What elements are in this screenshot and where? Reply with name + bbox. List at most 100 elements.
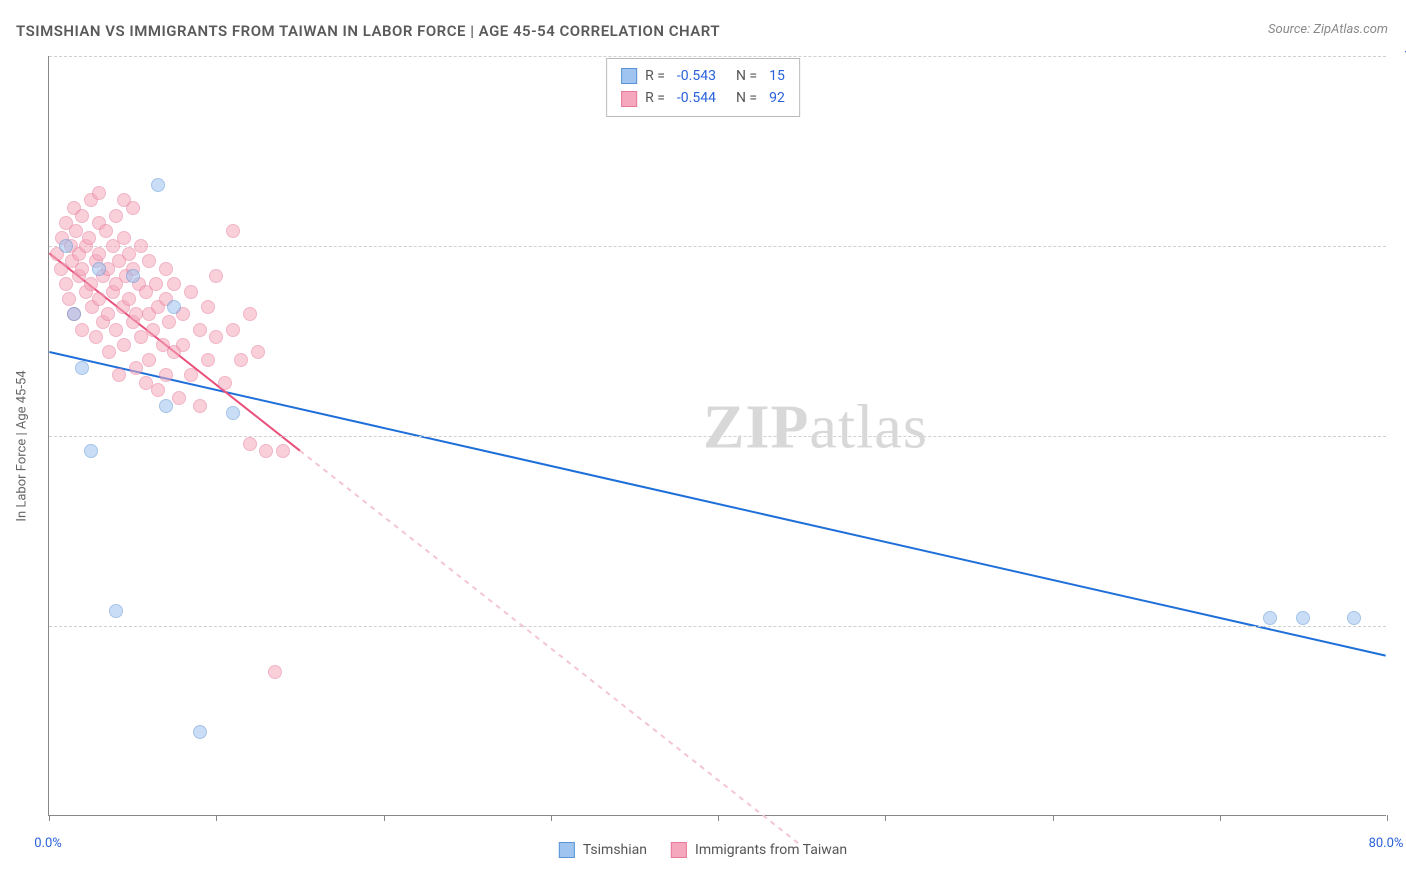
x-tick — [885, 815, 886, 821]
gridline-h — [49, 56, 1386, 57]
stats-row-series-1: R = -0.544 N = 92 — [621, 87, 785, 109]
data-point — [122, 292, 136, 306]
swatch-legend-0 — [559, 842, 575, 858]
data-point — [167, 277, 181, 291]
x-tick — [1220, 815, 1221, 821]
data-point — [109, 209, 123, 223]
legend-label-1: Immigrants from Taiwan — [695, 842, 847, 858]
n-label: N = — [736, 65, 757, 87]
legend-item-1: Immigrants from Taiwan — [671, 842, 847, 858]
data-point — [146, 323, 160, 337]
data-point — [129, 307, 143, 321]
data-point — [184, 285, 198, 299]
data-point — [243, 437, 257, 451]
data-point — [99, 224, 113, 238]
data-point — [226, 406, 240, 420]
data-point — [67, 307, 81, 321]
swatch-legend-1 — [671, 842, 687, 858]
trend-line-solid — [49, 352, 1385, 656]
n-label: N = — [736, 87, 757, 109]
y-tick-label: 87.5% — [1396, 239, 1406, 254]
data-point — [193, 323, 207, 337]
stats-row-series-0: R = -0.543 N = 15 — [621, 65, 785, 87]
y-tick-label: 62.5% — [1396, 619, 1406, 634]
legend-item-0: Tsimshian — [559, 842, 647, 858]
data-point — [62, 292, 76, 306]
data-point — [142, 254, 156, 268]
bottom-legend: Tsimshian Immigrants from Taiwan — [559, 842, 847, 858]
data-point — [134, 239, 148, 253]
data-point — [201, 300, 215, 314]
data-point — [89, 330, 103, 344]
data-point — [1263, 611, 1277, 625]
data-point — [193, 399, 207, 413]
data-point — [92, 292, 106, 306]
data-point — [75, 361, 89, 375]
source-attribution: Source: ZipAtlas.com — [1268, 22, 1388, 37]
data-point — [276, 444, 290, 458]
trend-line-dashed — [300, 451, 801, 846]
correlation-stats-box: R = -0.543 N = 15 R = -0.544 N = 92 — [606, 58, 800, 117]
x-tick — [551, 815, 552, 821]
data-point — [226, 224, 240, 238]
swatch-series-0 — [621, 68, 637, 84]
data-point — [226, 323, 240, 337]
data-point — [69, 224, 83, 238]
gridline-h — [49, 626, 1386, 627]
data-point — [1347, 611, 1361, 625]
r-label: R = — [645, 65, 665, 87]
data-point — [218, 376, 232, 390]
y-tick-label: 75.0% — [1396, 429, 1406, 444]
data-point — [251, 345, 265, 359]
data-point — [92, 262, 106, 276]
data-point — [162, 315, 176, 329]
x-tick-label-right: 80.0% — [1369, 836, 1404, 851]
data-point — [193, 725, 207, 739]
data-point — [102, 345, 116, 359]
x-tick — [718, 815, 719, 821]
data-point — [126, 269, 140, 283]
data-point — [112, 368, 126, 382]
data-point — [151, 383, 165, 397]
data-point — [243, 307, 257, 321]
data-point — [1296, 611, 1310, 625]
data-point — [92, 186, 106, 200]
data-point — [109, 604, 123, 618]
data-point — [167, 300, 181, 314]
chart-title: TSIMSHIAN VS IMMIGRANTS FROM TAIWAN IN L… — [16, 22, 720, 40]
swatch-series-1 — [621, 91, 637, 107]
data-point — [151, 178, 165, 192]
plot-area: 62.5%75.0%87.5%100.0% — [48, 56, 1386, 816]
data-point — [159, 262, 173, 276]
data-point — [209, 330, 223, 344]
data-point — [109, 323, 123, 337]
x-tick — [216, 815, 217, 821]
r-value-1: -0.544 — [677, 87, 716, 109]
data-point — [234, 353, 248, 367]
data-point — [142, 353, 156, 367]
data-point — [159, 368, 173, 382]
data-point — [59, 239, 73, 253]
x-tick — [49, 815, 50, 821]
data-point — [75, 262, 89, 276]
data-point — [209, 269, 223, 283]
n-value-0: 15 — [769, 65, 785, 87]
r-value-0: -0.543 — [677, 65, 716, 87]
gridline-h — [49, 246, 1386, 247]
x-tick — [384, 815, 385, 821]
y-axis-title: In Labor Force | Age 45-54 — [15, 370, 30, 521]
data-point — [176, 338, 190, 352]
legend-label-0: Tsimshian — [583, 842, 647, 858]
x-tick — [1053, 815, 1054, 821]
data-point — [59, 277, 73, 291]
x-tick — [1387, 815, 1388, 821]
r-label: R = — [645, 87, 665, 109]
y-tick-label: 100.0% — [1396, 49, 1406, 64]
data-point — [268, 665, 282, 679]
data-point — [129, 361, 143, 375]
data-point — [117, 231, 131, 245]
data-point — [172, 391, 186, 405]
data-point — [75, 209, 89, 223]
data-point — [75, 323, 89, 337]
data-point — [259, 444, 273, 458]
